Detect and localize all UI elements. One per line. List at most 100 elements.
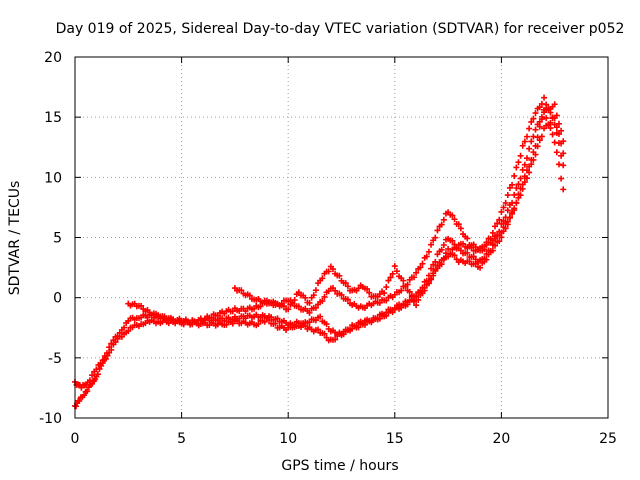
data-point [534, 134, 541, 141]
data-point [521, 173, 528, 180]
data-point [413, 302, 420, 309]
data-point [551, 101, 558, 108]
data-point [549, 131, 556, 138]
data-point [472, 260, 479, 267]
data-point [374, 315, 381, 322]
data-point [541, 94, 548, 101]
data-point [506, 184, 513, 191]
data-point [430, 272, 437, 279]
data-point [528, 118, 535, 125]
data-point [321, 330, 328, 337]
data-point [421, 287, 428, 294]
data-point [94, 371, 101, 378]
data-point [406, 288, 413, 295]
data-point [523, 155, 530, 162]
data-point [496, 238, 503, 245]
data-point [428, 241, 435, 248]
data-point [347, 326, 354, 333]
data-point [532, 142, 539, 149]
data-point [312, 287, 319, 294]
data-point [406, 297, 413, 304]
data-point [536, 123, 543, 130]
data-point [460, 240, 467, 247]
data-point [383, 297, 390, 304]
data-point [438, 221, 445, 228]
data-point [84, 388, 91, 395]
data-point [523, 133, 530, 140]
data-point [432, 234, 439, 241]
series-sdtvar-trace-d [231, 101, 567, 313]
data-point [553, 124, 560, 131]
data-point [555, 161, 562, 168]
plot-frame [74, 56, 609, 419]
data-point [489, 229, 496, 236]
axis-ticks: 0 5 10 15 20 25 -10 -5 0 5 10 15 20 [39, 50, 617, 447]
data-point [553, 112, 560, 119]
data-point [398, 287, 405, 294]
data-point [317, 313, 324, 320]
data-point [383, 309, 390, 316]
data-point [538, 133, 545, 140]
data-point [502, 199, 509, 206]
data-point [329, 266, 336, 273]
data-point [500, 204, 507, 211]
grid-lines [75, 57, 608, 418]
data-point [438, 246, 445, 253]
y-tick-label: 10 [44, 170, 62, 186]
data-point [400, 277, 407, 284]
data-point [389, 270, 396, 277]
data-point [517, 175, 524, 182]
x-axis-label: GPS time / hours [281, 458, 398, 474]
data-point [344, 283, 351, 290]
data-point [103, 350, 110, 357]
data-point [153, 310, 160, 317]
data-point [543, 115, 550, 122]
y-tick-label: 5 [53, 231, 62, 247]
y-tick-label: -5 [48, 351, 62, 367]
data-point [440, 242, 447, 249]
data-point [560, 186, 567, 193]
data-point [364, 285, 371, 292]
data-point [110, 337, 117, 344]
data-point [498, 208, 505, 215]
data-point [114, 333, 121, 340]
data-point [447, 251, 454, 258]
data-point [519, 181, 526, 188]
data-point [530, 149, 537, 156]
data-point [509, 181, 516, 188]
data-point [528, 138, 535, 145]
data-point [393, 268, 400, 275]
data-point [106, 344, 113, 351]
data-point [498, 229, 505, 236]
data-point [121, 324, 128, 331]
data-point [451, 216, 458, 223]
data-point [547, 119, 554, 126]
data-point [312, 304, 319, 311]
data-point [319, 275, 326, 282]
data-point [295, 303, 302, 310]
data-point [280, 303, 287, 310]
data-point [517, 152, 524, 159]
data-point [257, 303, 264, 310]
data-point [432, 266, 439, 273]
data-point [511, 205, 518, 212]
data-point [76, 397, 83, 404]
data-point [560, 150, 567, 157]
data-point [315, 326, 322, 333]
data-point [492, 223, 499, 230]
data-point [457, 225, 464, 232]
data-point [477, 264, 484, 271]
data-point [449, 237, 456, 244]
data-point [489, 237, 496, 244]
data-point [457, 247, 464, 254]
data-point [434, 227, 441, 234]
data-point [306, 299, 313, 306]
data-point [558, 175, 565, 182]
data-point [449, 212, 456, 219]
data-point [402, 283, 409, 290]
data-point [423, 253, 430, 260]
data-point [385, 277, 392, 284]
data-point [553, 149, 560, 156]
data-point [494, 220, 501, 227]
data-point [438, 261, 445, 268]
